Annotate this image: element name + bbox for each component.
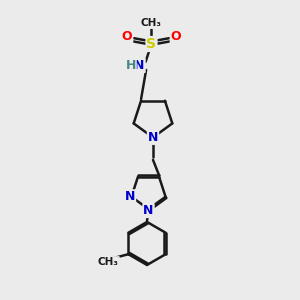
Text: N: N — [134, 59, 145, 72]
Text: N: N — [125, 190, 135, 203]
Text: H: H — [125, 59, 136, 72]
Text: O: O — [171, 30, 181, 43]
Text: O: O — [122, 30, 132, 43]
Text: N: N — [143, 204, 154, 217]
Text: S: S — [146, 37, 157, 51]
Text: CH₃: CH₃ — [98, 257, 119, 267]
Text: CH₃: CH₃ — [141, 18, 162, 28]
Text: N: N — [148, 131, 158, 144]
